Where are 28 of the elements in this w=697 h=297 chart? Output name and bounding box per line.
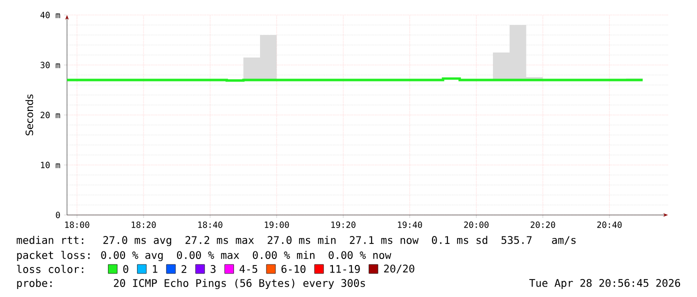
text: Tue Apr 28 20:56:45 2026 xyxy=(529,278,680,289)
legend-label: 4-5 xyxy=(240,265,258,273)
text: median rtt: 27.0 ms avg 27.2 ms max 27.0 ms min 27.1 ms now 0.1 ms sd 535.7 am/s xyxy=(16,236,576,246)
x-tick-label: 19:00 xyxy=(264,222,289,228)
y-tick-label: 20 m xyxy=(40,112,60,118)
legend-label: 2 xyxy=(182,265,186,273)
legend-label: 11-19 xyxy=(330,265,360,273)
legend-label: 6-10 xyxy=(282,265,306,273)
x-tick-label: 18:00 xyxy=(65,222,90,228)
y-tick-label: 0 xyxy=(56,212,60,218)
text: packet loss: 0.00 % avg 0.00 % max 0.00 % min 0.00 % now xyxy=(17,250,392,262)
x-tick-label: 18:20 xyxy=(132,222,156,228)
legend-label: 0 xyxy=(123,265,128,273)
y-tick-label: 30 m xyxy=(40,62,60,68)
x-tick-label: 20:00 xyxy=(464,222,489,228)
x-tick-label: 19:20 xyxy=(331,222,356,228)
x-tick-label: 19:40 xyxy=(398,222,422,228)
x-tick-label: 20:20 xyxy=(530,222,556,228)
legend-label: 20/20 xyxy=(384,264,414,274)
y-axis-title: Seconds xyxy=(25,94,34,136)
text: probe: 20 ICMP Echo Pings (56 Bytes) every 300s xyxy=(17,278,365,290)
legend-label: 1 xyxy=(152,265,158,273)
x-tick-label: 18:40 xyxy=(198,222,222,228)
y-tick-label: 10 m xyxy=(41,162,60,168)
x-tick-label: 20:40 xyxy=(597,222,622,228)
legend-label: 3 xyxy=(210,265,216,273)
legend-title: loss color: xyxy=(17,264,84,274)
y-tick-label: 40 m xyxy=(40,12,60,18)
